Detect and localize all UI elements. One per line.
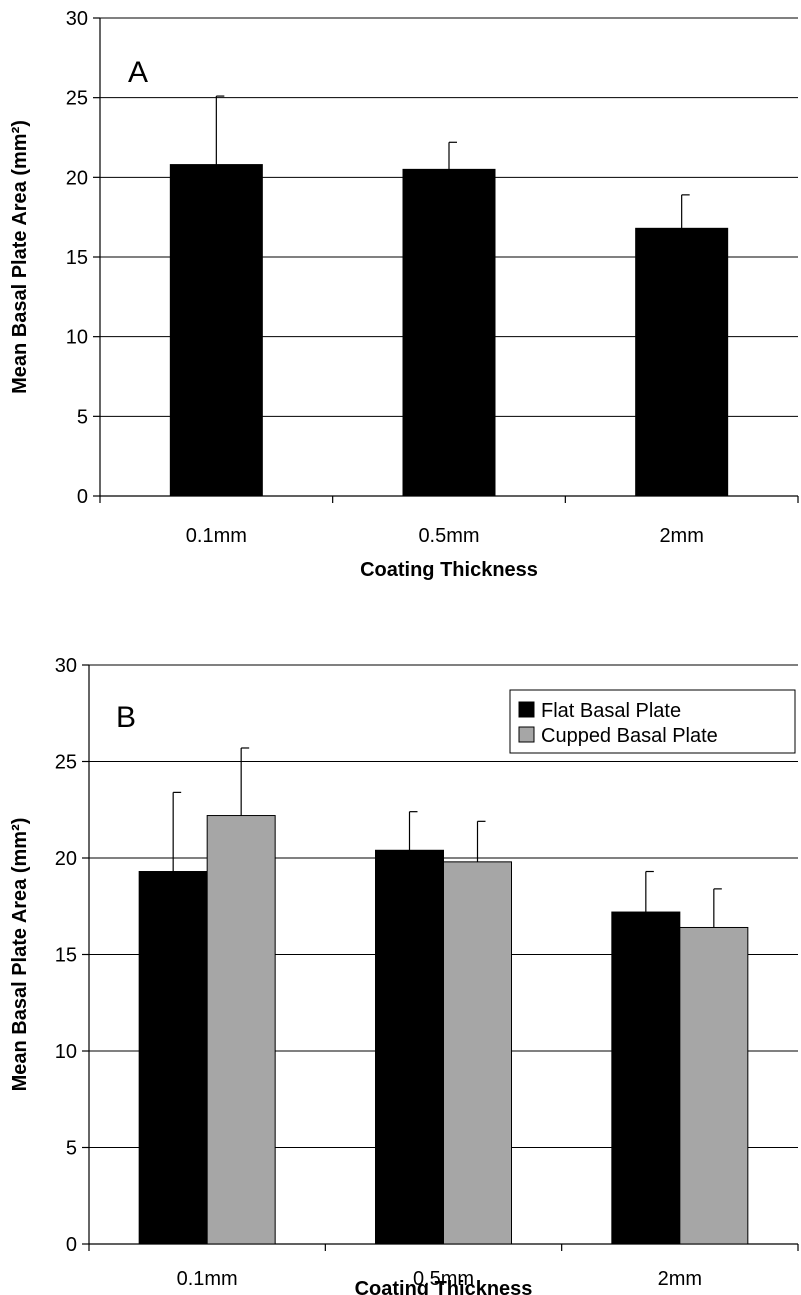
- y-tick-label: 10: [55, 1041, 77, 1063]
- bar: [402, 168, 496, 497]
- y-tick-label: 15: [66, 247, 88, 269]
- x-tick-label: 0.5mm: [418, 525, 479, 547]
- y-tick-label: 25: [55, 752, 77, 774]
- y-tick-label: 30: [55, 655, 77, 677]
- y-axis-title: Mean Basal Plate Area (mm²): [9, 818, 31, 1092]
- x-tick-label: 2mm: [659, 525, 703, 547]
- y-tick-label: 15: [55, 945, 77, 967]
- legend-box: [509, 689, 796, 754]
- y-tick-label: 5: [66, 1138, 77, 1160]
- y-tick-label: 0: [66, 1234, 77, 1256]
- x-tick-label: 2mm: [658, 1268, 702, 1290]
- x-tick-label: 0.1mm: [177, 1268, 238, 1290]
- y-tick-label: 25: [66, 88, 88, 110]
- y-tick-label: 0: [77, 486, 88, 508]
- bar: [679, 926, 749, 1245]
- x-tick-label: 0.1mm: [186, 525, 247, 547]
- panel-label: B: [116, 701, 136, 734]
- legend-label: Cupped Basal Plate: [541, 725, 718, 747]
- panel-label: A: [128, 56, 148, 89]
- legend-swatch: [518, 726, 535, 743]
- y-axis-title: Mean Basal Plate Area (mm²): [9, 120, 31, 394]
- bar: [169, 164, 263, 497]
- y-tick-label: 20: [66, 167, 88, 189]
- chart-panel-a: 0 5 10 15 20 25 30 0.1mm 0.5mm 2mm Coating Thickne…: [9, 8, 799, 581]
- legend-swatch: [518, 701, 535, 718]
- bar: [443, 861, 512, 1245]
- x-axis-title: Coating Thickness: [355, 1278, 533, 1295]
- y-tick-label: 20: [55, 848, 77, 870]
- bar: [138, 871, 208, 1245]
- bar: [375, 849, 444, 1245]
- legend-label: Flat Basal Plate: [541, 700, 681, 722]
- bar: [611, 911, 681, 1245]
- chart-panel-b: 0 5 10 15 20 25 30 0.1mm 0.5mm 2mm Coating Thickne…: [9, 655, 799, 1295]
- x-axis-title: Coating Thickness: [360, 559, 538, 581]
- y-tick-label: 30: [66, 8, 88, 30]
- y-tick-label: 5: [77, 406, 88, 428]
- bar: [635, 227, 729, 497]
- x-tick-label: 0.5mm: [413, 1268, 474, 1290]
- y-tick-label: 10: [66, 327, 88, 349]
- bar: [206, 815, 276, 1245]
